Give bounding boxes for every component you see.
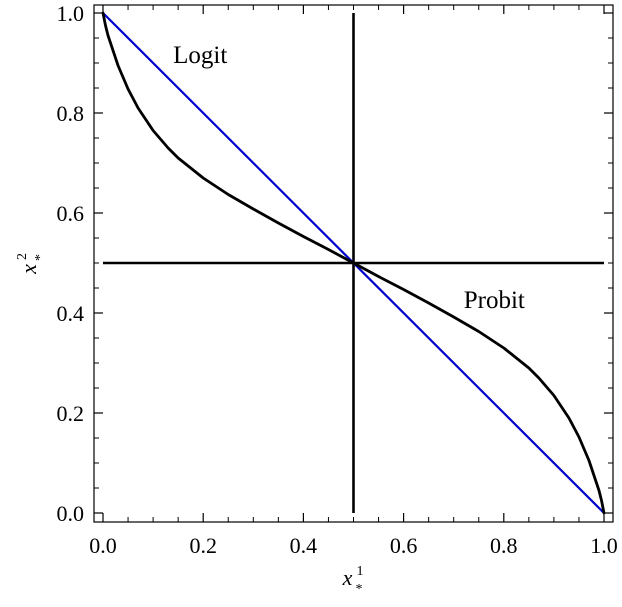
axis-ticks: 0.0 0.2 0.4 0.6 0.8 1.0 0.0 0.2 0.4 0.6 0.8 1.0: [57, 1, 618, 558]
y-tick-label: 0.6: [57, 201, 85, 226]
y-tick-label: 0.4: [57, 301, 85, 326]
svg-text:*: *: [33, 254, 48, 261]
annotation-logit: Logit: [173, 42, 227, 69]
y-tick-label: 0.0: [57, 501, 85, 526]
x-tick-label: 0.0: [89, 533, 117, 558]
y-tick-label: 1.0: [57, 1, 85, 26]
y-tick-label: 0.2: [57, 401, 85, 426]
svg-text:*: *: [356, 582, 363, 597]
svg-text:x: x: [16, 264, 41, 275]
annotations: Logit Probit: [173, 42, 525, 314]
x-axis-label: x 1 *: [342, 564, 364, 597]
x-tick-label: 0.8: [490, 533, 518, 558]
svg-text:2: 2: [15, 253, 30, 260]
y-tick-label: 0.8: [57, 101, 85, 126]
chart-marks: [101, 11, 606, 515]
svg-text:1: 1: [357, 564, 364, 579]
axis-labels: x 1*x2 *: [15, 253, 364, 597]
annotation-probit: Probit: [464, 287, 525, 314]
series-line-black: [101, 11, 606, 515]
x-tick-label: 1.0: [590, 533, 618, 558]
x-tick-label: 0.6: [390, 533, 418, 558]
svg-text:x: x: [342, 565, 353, 590]
x-tick-label: 0.2: [189, 533, 217, 558]
x-tick-label: 0.4: [290, 533, 318, 558]
y-axis-label: x 2 *: [15, 253, 48, 275]
